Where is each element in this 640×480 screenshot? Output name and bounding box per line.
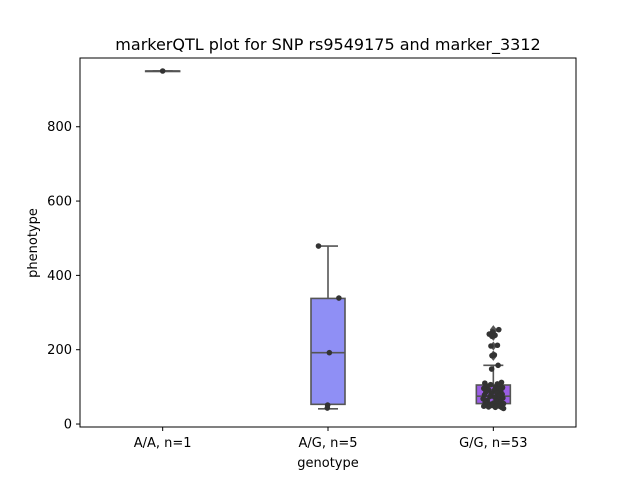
x-tick-label: A/A, n=1: [134, 436, 192, 451]
plot-area: [144, 68, 512, 412]
x-tick-label: A/G, n=5: [298, 436, 357, 451]
y-tick-label: 400: [47, 269, 72, 284]
x-axis-label: genotype: [297, 456, 358, 471]
data-point: [324, 405, 331, 411]
data-point: [485, 404, 492, 410]
data-point: [315, 243, 322, 249]
data-point: [326, 349, 333, 356]
data-point: [336, 295, 342, 301]
y-tick-label: 0: [64, 418, 72, 433]
data-point: [159, 68, 166, 74]
data-point: [500, 405, 507, 412]
x-axis: A/A, n=1 A/G, n=5 G/G, n=53: [134, 427, 528, 451]
y-tick-label: 800: [47, 120, 72, 135]
data-point: [489, 352, 495, 359]
data-point: [488, 343, 494, 349]
data-point: [488, 366, 495, 372]
data-point: [492, 404, 499, 411]
data-point: [489, 333, 495, 340]
y-tick-label: 600: [47, 195, 72, 210]
y-axis: 0 200 400 600 800: [47, 120, 80, 433]
y-tick-label: 200: [47, 343, 72, 358]
x-tick-label: G/G, n=53: [459, 436, 527, 451]
y-axis-label: phenotype: [26, 208, 41, 278]
chart-title: markerQTL plot for SNP rs9549175 and mar…: [115, 35, 540, 55]
data-point: [495, 362, 501, 369]
data-point: [495, 326, 502, 333]
data-point: [481, 403, 487, 409]
data-point: [494, 342, 501, 349]
